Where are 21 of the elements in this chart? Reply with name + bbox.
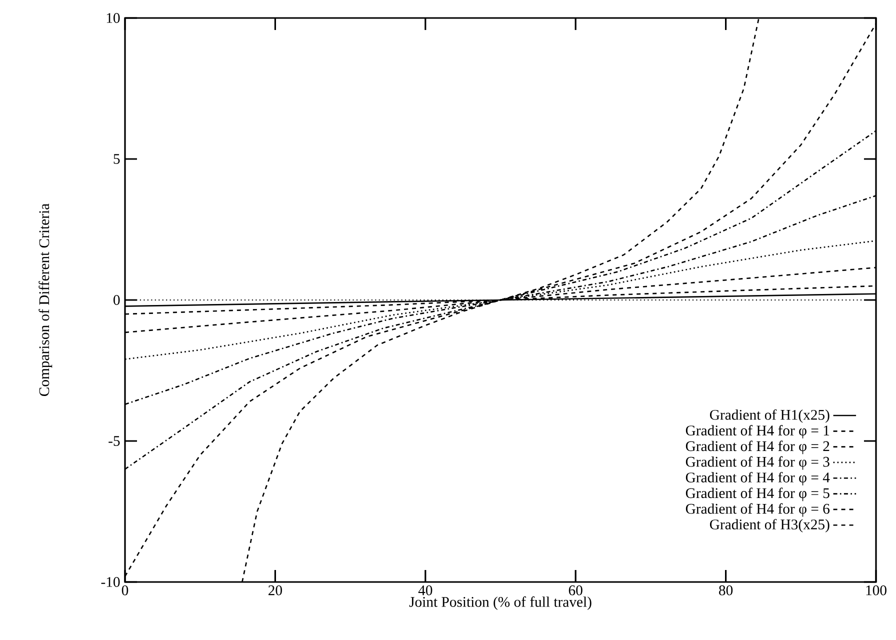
- x-tick-label: 0: [122, 585, 128, 596]
- x-tick-label: 40: [418, 585, 432, 596]
- y-tick-label: 10: [106, 13, 120, 23]
- x-tick-label: 80: [719, 585, 733, 596]
- x-axis-title: Joint Position (% of full travel): [409, 596, 592, 610]
- legend-label: Gradient of H4 for φ = 1: [686, 424, 830, 438]
- y-tick-label: 0: [114, 295, 120, 305]
- legend-label: Gradient of H4 for φ = 5: [686, 488, 830, 502]
- x-tick-label: 20: [268, 585, 282, 596]
- x-tick-label: 100: [866, 585, 886, 596]
- y-tick-label: 5: [114, 154, 120, 164]
- legend-label: Gradient of H4 for φ = 2: [686, 440, 830, 454]
- legend-label: Gradient of H4 for φ = 3: [686, 456, 830, 470]
- y-tick-label: -5: [108, 436, 120, 446]
- legend-label: Gradient of H4 for φ = 6: [686, 503, 830, 517]
- x-tick-label: 60: [568, 585, 582, 596]
- legend-label: Gradient of H4 for φ = 4: [686, 472, 830, 486]
- legend-label: Gradient of H3(x25): [710, 518, 830, 532]
- y-axis-title: Comparison of Different Criteria: [38, 204, 52, 396]
- y-tick-label: -10: [101, 577, 120, 587]
- legend-label: Gradient of H1(x25): [710, 409, 830, 423]
